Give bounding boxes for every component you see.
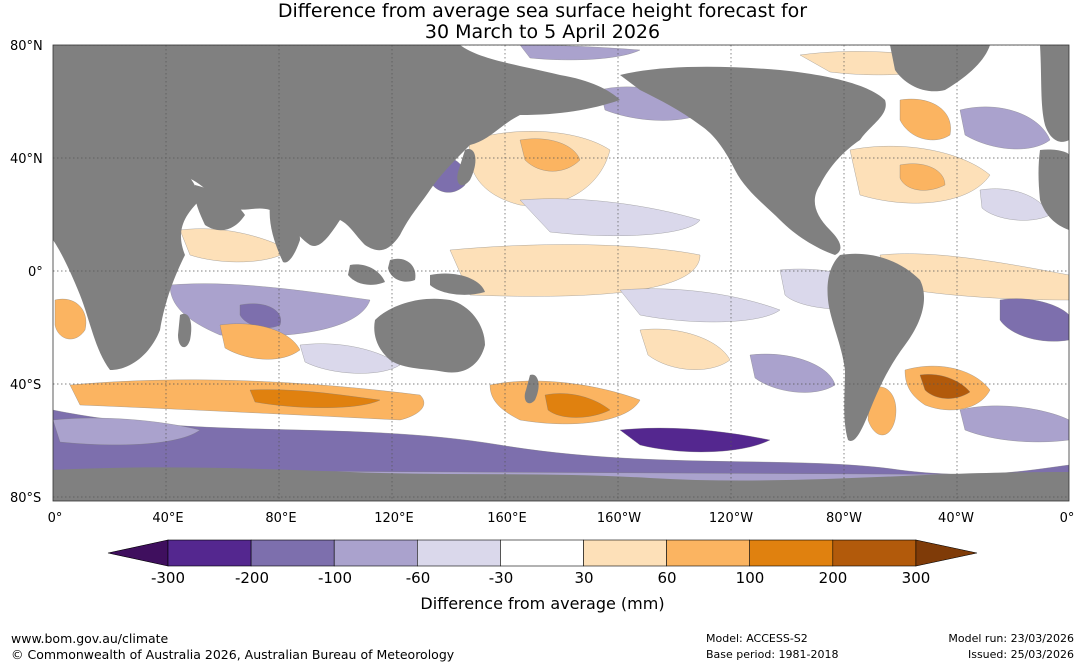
- anomaly-patch: [53, 417, 201, 446]
- anomaly-patch: [899, 163, 946, 191]
- greenland: [890, 45, 990, 92]
- colorbar-tick-neg200: -200: [234, 569, 270, 587]
- south-america: [827, 253, 925, 441]
- anomaly-patch: [639, 328, 731, 370]
- map-title-line2: 30 March to 5 April 2026: [424, 21, 661, 43]
- new-zealand: [524, 374, 539, 404]
- colorbar-bin: [583, 539, 667, 567]
- anomaly-patch: [959, 405, 1069, 443]
- colorbar-extend-high: [915, 539, 978, 567]
- colorbar-tick-30: 30: [574, 569, 594, 587]
- colorbar-extend-low: [107, 539, 169, 567]
- lon-label-80w: 80°W: [826, 511, 862, 526]
- colorbar-tick-neg100: -100: [317, 569, 353, 587]
- lat-label-40n: 40°N: [10, 152, 43, 167]
- lon-label-40w: 40°W: [938, 511, 974, 526]
- land-masses: [53, 45, 1069, 501]
- colorbar-tick-neg60: -60: [405, 569, 431, 587]
- lon-label-160e: 160°E: [487, 511, 527, 526]
- colorbar-bin: [167, 539, 252, 567]
- colorbar-bin: [500, 539, 584, 567]
- footer-issued: Issued: 25/03/2026: [967, 648, 1074, 661]
- anomaly-patch: [249, 389, 381, 408]
- lon-label-40e: 40°E: [152, 511, 184, 526]
- antarctica: [53, 467, 1069, 501]
- footer-base-period: Base period: 1981-2018: [706, 648, 839, 661]
- north-america: [620, 66, 886, 255]
- anomaly-patch: [519, 198, 701, 236]
- anomaly-patch: [449, 244, 701, 297]
- anomaly-patch: [959, 106, 1051, 150]
- anomaly-patch: [54, 298, 87, 340]
- colorbar-bin: [333, 539, 418, 567]
- anomaly-patch: [519, 45, 641, 61]
- lon-label-160w: 160°W: [596, 511, 642, 526]
- map-frame: [52, 44, 1070, 502]
- borneo: [388, 258, 416, 282]
- colorbar-title: Difference from average (mm): [420, 594, 665, 613]
- madagascar: [178, 313, 192, 348]
- colorbar-bin: [832, 539, 917, 567]
- anomaly-patch: [749, 353, 836, 393]
- colorbar-bin: [416, 539, 501, 567]
- map-title-line1: Difference from average sea surface heig…: [277, 0, 808, 22]
- anomaly-patch: [619, 427, 771, 453]
- footer-copyright: © Commonwealth of Australia 2026, Austra…: [11, 647, 455, 662]
- anomaly-patch: [299, 343, 401, 374]
- africa-west-edge: [1038, 149, 1069, 230]
- anomaly-patch: [919, 374, 971, 399]
- lon-label-0-left: 0°: [47, 511, 63, 526]
- colorbar-tick-100: 100: [735, 569, 765, 587]
- graticule: [53, 45, 1069, 501]
- lat-label-80s: 80°S: [10, 491, 42, 506]
- colorbar-bin: [749, 539, 834, 567]
- lat-label-80n: 80°N: [10, 39, 43, 54]
- africa: [53, 133, 200, 370]
- anomaly-patch: [544, 393, 611, 418]
- colorbar-bin: [250, 539, 335, 567]
- japan: [457, 149, 476, 186]
- europe-east-edge: [1040, 45, 1069, 142]
- arabia: [194, 185, 245, 231]
- lon-label-0-right: 0°: [1059, 511, 1075, 526]
- eurasia: [53, 45, 620, 251]
- anomaly-patch: [219, 323, 301, 360]
- lat-label-40s: 40°S: [10, 378, 42, 393]
- colorbar-tick-200: 200: [818, 569, 848, 587]
- anomaly-patch: [999, 298, 1069, 342]
- anomaly-patch: [239, 303, 281, 328]
- new-guinea: [430, 273, 485, 295]
- colorbar-tick-neg300: -300: [150, 569, 186, 587]
- lon-label-80e: 80°E: [265, 511, 297, 526]
- sumatra: [348, 264, 385, 285]
- footer-model-run: Model run: 23/03/2026: [948, 632, 1074, 645]
- colorbar-tick-60: 60: [657, 569, 677, 587]
- australia: [374, 298, 485, 373]
- lon-label-120e: 120°E: [374, 511, 414, 526]
- colorbar-tick-300: 300: [901, 569, 931, 587]
- colorbar: [107, 539, 978, 567]
- anomaly-patch: [619, 288, 781, 323]
- india: [269, 205, 300, 263]
- footer-website: www.bom.gov.au/climate: [11, 631, 169, 646]
- anomaly-patch: [899, 98, 951, 141]
- colorbar-bin: [666, 539, 750, 567]
- lon-label-120w: 120°W: [708, 511, 754, 526]
- anomaly-patch: [867, 386, 897, 436]
- footer-model: Model: ACCESS-S2: [706, 632, 808, 645]
- anomaly-patch: [879, 253, 1069, 301]
- lat-label-0: 0°: [28, 265, 43, 280]
- colorbar-tick-neg30: -30: [488, 569, 514, 587]
- anomaly-patch: [519, 138, 581, 172]
